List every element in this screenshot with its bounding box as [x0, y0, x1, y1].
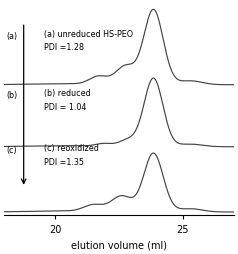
Text: (c): (c): [6, 146, 17, 155]
Text: PDI = 1.04: PDI = 1.04: [44, 102, 87, 111]
Text: (c) reoxidized: (c) reoxidized: [44, 144, 99, 153]
X-axis label: elution volume (ml): elution volume (ml): [71, 240, 167, 250]
Text: PDI =1.35: PDI =1.35: [44, 157, 84, 166]
Text: PDI =1.28: PDI =1.28: [44, 43, 84, 52]
Text: (b): (b): [6, 91, 18, 100]
Text: (a): (a): [6, 31, 18, 41]
Text: (b) reduced: (b) reduced: [44, 89, 91, 98]
Text: (a) unreduced HS-PEO: (a) unreduced HS-PEO: [44, 29, 134, 38]
